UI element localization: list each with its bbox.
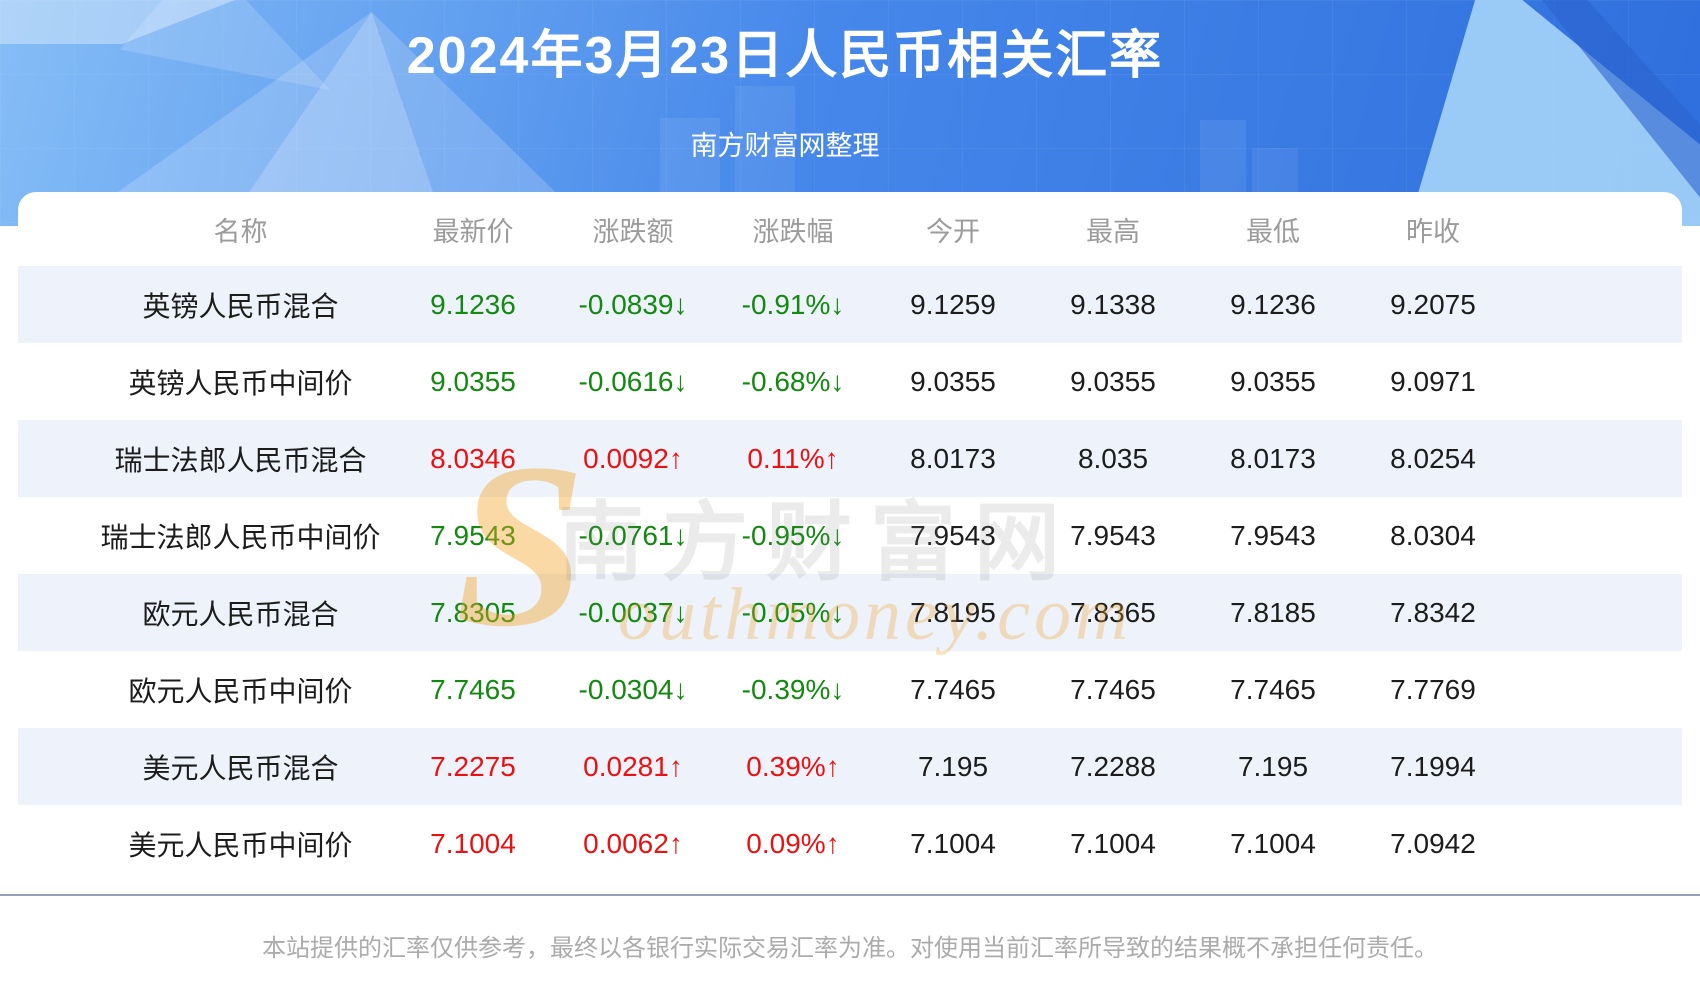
- column-header-name: 名称: [213, 216, 268, 247]
- cell-latest: 7.2275: [430, 750, 516, 782]
- cell-high: 7.7465: [1070, 673, 1156, 705]
- cell-open: 7.8195: [910, 596, 996, 628]
- table-row: 英镑人民币中间价 9.0355 -0.0616↓ -0.68%↓ 9.0355 9.035…: [18, 343, 1682, 420]
- page-title: 2024年3月23日人民币相关汇率: [406, 27, 1164, 85]
- cell-filler: [1513, 574, 1682, 651]
- cell-change: -0.0304↓: [578, 673, 688, 705]
- rates-table-body: 英镑人民币混合 9.1236 -0.0839↓ -0.91%↓ 9.1259 9.1338…: [18, 266, 1682, 882]
- cell-change: 0.0092↑: [583, 442, 683, 474]
- cell-filler: [1513, 420, 1682, 497]
- cell-low: 7.1004: [1230, 827, 1316, 859]
- cell-name: 瑞士法郎人民币混合: [114, 444, 367, 476]
- grid-pattern-decoration: [0, 0, 1700, 226]
- table-header-row: 名称 最新价 涨跌额 涨跌幅 今开 最高 最低 昨收: [18, 192, 1682, 266]
- cell-filler: [1513, 266, 1682, 343]
- cell-open: 7.1004: [910, 827, 996, 859]
- cell-change: 0.0062↑: [583, 827, 683, 859]
- table-row: 瑞士法郎人民币混合 8.0346 0.0092↑ 0.11%↑ 8.0173 8.035 8…: [18, 420, 1682, 497]
- cell-latest: 7.7465: [430, 673, 516, 705]
- cell-name: 美元人民币中间价: [128, 829, 353, 861]
- cell-prev-close: 9.0971: [1390, 365, 1476, 397]
- table-row: 美元人民币中间价 7.1004 0.0062↑ 0.09%↑ 7.1004 7.1004 7…: [18, 805, 1682, 882]
- cell-open: 9.0355: [910, 365, 996, 397]
- column-header-filler: [1513, 192, 1682, 266]
- cell-prev-close: 7.8342: [1390, 596, 1476, 628]
- cell-low: 7.9543: [1230, 519, 1316, 551]
- cell-name: 欧元人民币中间价: [128, 675, 353, 707]
- cell-name: 瑞士法郎人民币中间价: [100, 521, 381, 553]
- table-row: 瑞士法郎人民币中间价 7.9543 -0.0761↓ -0.95%↓ 7.9543 7.9…: [18, 497, 1682, 574]
- cell-low: 9.0355: [1230, 365, 1316, 397]
- cell-change-pct: 0.09%↑: [746, 827, 840, 859]
- cell-filler: [1513, 805, 1682, 882]
- cell-low: 7.195: [1237, 750, 1309, 782]
- cell-open: 7.9543: [910, 519, 996, 551]
- cell-change: -0.0037↓: [578, 596, 688, 628]
- cell-high: 9.0355: [1070, 365, 1156, 397]
- column-header-change-pct: 涨跌幅: [752, 216, 834, 247]
- cell-change: -0.0616↓: [578, 365, 688, 397]
- cell-change-pct: 0.11%↑: [747, 442, 839, 474]
- cell-high: 9.1338: [1070, 288, 1156, 320]
- cell-change-pct: -0.39%↓: [741, 673, 845, 705]
- cell-latest: 9.0355: [430, 365, 516, 397]
- cell-change: -0.0839↓: [578, 288, 688, 320]
- cell-open: 9.1259: [910, 288, 996, 320]
- column-header-open: 今开: [926, 216, 980, 247]
- footer-divider: [0, 894, 1700, 896]
- cell-prev-close: 8.0254: [1390, 442, 1476, 474]
- cell-low: 9.1236: [1230, 288, 1316, 320]
- cell-latest: 9.1236: [430, 288, 516, 320]
- cell-latest: 7.9543: [430, 519, 516, 551]
- table-row: 欧元人民币混合 7.8305 -0.0037↓ -0.05%↓ 7.8195 7.8365…: [18, 574, 1682, 651]
- cell-change: 0.0281↑: [583, 750, 683, 782]
- column-header-high: 最高: [1086, 216, 1140, 247]
- cell-prev-close: 8.0304: [1390, 519, 1476, 551]
- table-row: 美元人民币混合 7.2275 0.0281↑ 0.39%↑ 7.195 7.2288 7.1…: [18, 728, 1682, 805]
- cell-change-pct: -0.68%↓: [741, 365, 845, 397]
- cell-low: 7.8185: [1230, 596, 1316, 628]
- cell-filler: [1513, 497, 1682, 574]
- cell-open: 8.0173: [910, 442, 996, 474]
- cell-name: 英镑人民币中间价: [128, 367, 353, 399]
- cell-prev-close: 7.0942: [1390, 827, 1476, 859]
- cell-latest: 7.1004: [430, 827, 516, 859]
- cell-low: 7.7465: [1230, 673, 1316, 705]
- cell-change-pct: 0.39%↑: [746, 750, 840, 782]
- cell-change-pct: -0.95%↓: [741, 519, 845, 551]
- column-header-latest: 最新价: [432, 216, 514, 247]
- page-subtitle: 南方财富网整理: [690, 131, 880, 161]
- cell-high: 7.2288: [1070, 750, 1156, 782]
- cell-open: 7.195: [917, 750, 989, 782]
- cell-name: 英镑人民币混合: [142, 290, 339, 322]
- column-header-prev-close: 昨收: [1406, 216, 1460, 247]
- column-header-change: 涨跌额: [592, 216, 674, 247]
- rates-table: 名称 最新价 涨跌额 涨跌幅 今开 最高 最低 昨收 英镑人民币混合 9.1236…: [18, 192, 1682, 882]
- cell-filler: [1513, 651, 1682, 728]
- cell-prev-close: 7.7769: [1390, 673, 1476, 705]
- cell-high: 8.035: [1077, 442, 1149, 474]
- cell-prev-close: 7.1994: [1390, 750, 1476, 782]
- cell-filler: [1513, 728, 1682, 805]
- cell-latest: 8.0346: [430, 442, 516, 474]
- cell-filler: [1513, 343, 1682, 420]
- cell-change: -0.0761↓: [578, 519, 688, 551]
- cell-high: 7.1004: [1070, 827, 1156, 859]
- cell-high: 7.9543: [1070, 519, 1156, 551]
- cell-latest: 7.8305: [430, 596, 516, 628]
- cell-low: 8.0173: [1230, 442, 1316, 474]
- cell-name: 美元人民币混合: [142, 752, 339, 784]
- cell-name: 欧元人民币混合: [142, 598, 339, 630]
- cell-change-pct: -0.05%↓: [741, 596, 845, 628]
- cell-high: 7.8365: [1070, 596, 1156, 628]
- table-row: 欧元人民币中间价 7.7465 -0.0304↓ -0.39%↓ 7.7465 7.746…: [18, 651, 1682, 728]
- cell-open: 7.7465: [910, 673, 996, 705]
- cell-prev-close: 9.2075: [1390, 288, 1476, 320]
- cell-change-pct: -0.91%↓: [741, 288, 845, 320]
- rates-card: 名称 最新价 涨跌额 涨跌幅 今开 最高 最低 昨收 英镑人民币混合 9.1236…: [18, 192, 1682, 882]
- disclaimer-text: 本站提供的汇率仅供参考，最终以各银行实际交易汇率为准。对使用当前汇率所导致的结果…: [262, 935, 1438, 962]
- table-row: 英镑人民币混合 9.1236 -0.0839↓ -0.91%↓ 9.1259 9.1338…: [18, 266, 1682, 343]
- column-header-low: 最低: [1246, 216, 1300, 247]
